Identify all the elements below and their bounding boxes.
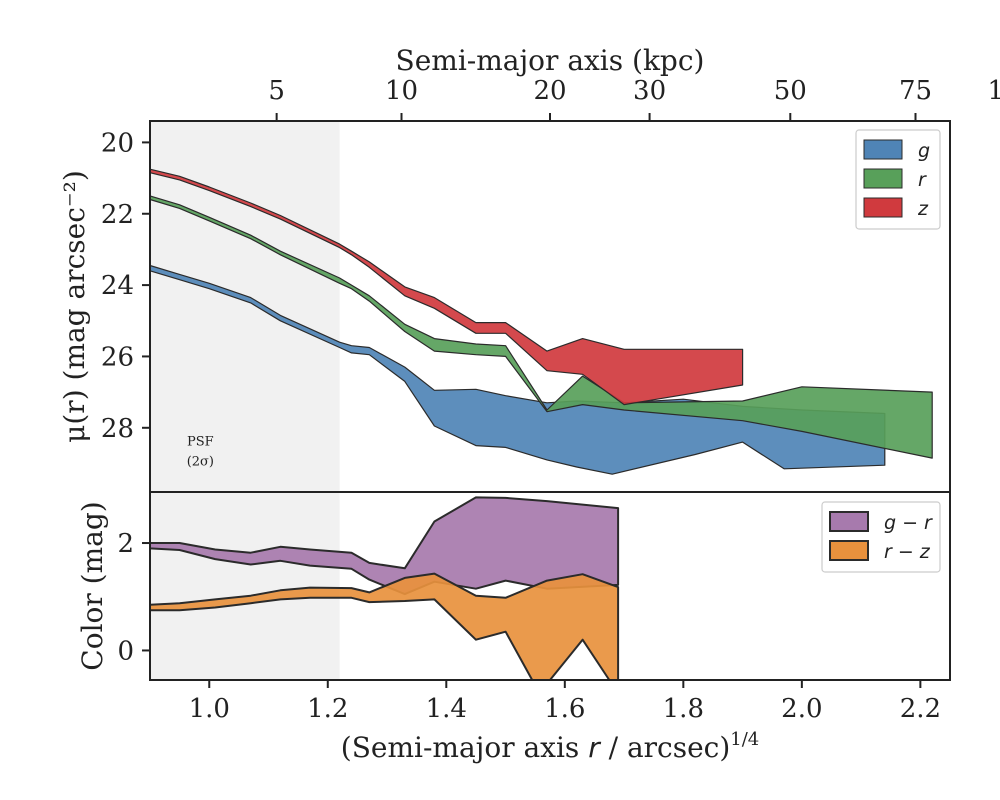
color-axis-title: Color (mag) bbox=[76, 501, 109, 670]
x-axis-title: (Semi-major axis r / arcsec)1/4 bbox=[341, 729, 759, 764]
mu-axis-title: μ(r) (mag arcsec⁻²) bbox=[58, 170, 91, 443]
color-panel: 0 2 1.0 1.2 1.4 1.6 1.8 2.0 2.2 (Semi-major axi… bbox=[76, 491, 951, 764]
color-tick-label: 0 bbox=[117, 636, 134, 666]
top-legend: grz bbox=[855, 129, 941, 230]
top-band-2 bbox=[149, 168, 744, 406]
kpc-tick-label: 50 bbox=[774, 76, 807, 106]
x-tick-label: 1.0 bbox=[189, 694, 230, 724]
top-legend-label: g bbox=[918, 140, 930, 162]
x-tick-label: 2.0 bbox=[781, 694, 822, 724]
mu-tick-label: 22 bbox=[101, 200, 134, 230]
bottom-legend-swatch bbox=[829, 511, 869, 532]
x-tick-label: 1.2 bbox=[307, 694, 348, 724]
top-band-1 bbox=[149, 195, 933, 459]
psf-annotation-sigma: (2σ) bbox=[187, 455, 214, 470]
top-axis-title: Semi-major axis (kpc) bbox=[396, 44, 705, 77]
kpc-tick-label: 100 bbox=[988, 76, 1000, 106]
kpc-tick-label: 20 bbox=[533, 76, 566, 106]
top-legend-swatch bbox=[863, 168, 903, 189]
bottom-band-0 bbox=[149, 496, 620, 596]
mu-tick-label: 24 bbox=[101, 271, 134, 301]
top-legend-label: z bbox=[917, 198, 929, 220]
mu-tick-label: 28 bbox=[101, 414, 134, 444]
top-legend-swatch bbox=[863, 139, 903, 160]
kpc-tick-label: 5 bbox=[268, 76, 285, 106]
psf-shaded-region-bottom bbox=[150, 492, 340, 680]
bottom-legend-swatch bbox=[829, 540, 869, 561]
x-tick-label: 2.2 bbox=[900, 694, 941, 724]
bottom-legend: g − r r − z bbox=[821, 501, 941, 573]
x-tick-label: 1.8 bbox=[663, 694, 704, 724]
top-legend-label: r bbox=[918, 169, 927, 191]
mu-tick-label: 20 bbox=[101, 128, 134, 158]
color-tick-label: 2 bbox=[117, 529, 134, 559]
psf-annotation: PSF bbox=[187, 435, 214, 450]
x-tick-label: 1.4 bbox=[426, 694, 467, 724]
psf-shaded-region bbox=[150, 121, 340, 492]
bottom-legend-label: g − r bbox=[884, 512, 933, 534]
x-tick-label: 1.6 bbox=[544, 694, 585, 724]
kpc-tick-label: 10 bbox=[385, 76, 418, 106]
top-band-0 bbox=[149, 264, 886, 475]
kpc-tick-label: 30 bbox=[633, 76, 666, 106]
surface-brightness-panel: 20 22 24 26 28 5 10 20 30 50 75 100 Semi-major axi… bbox=[58, 44, 1000, 493]
bottom-legend-label: r − z bbox=[884, 541, 931, 563]
kpc-tick-label: 75 bbox=[899, 76, 932, 106]
top-legend-swatch bbox=[863, 197, 903, 218]
bottom-plot-frame bbox=[149, 491, 951, 681]
mu-tick-label: 26 bbox=[101, 342, 134, 372]
